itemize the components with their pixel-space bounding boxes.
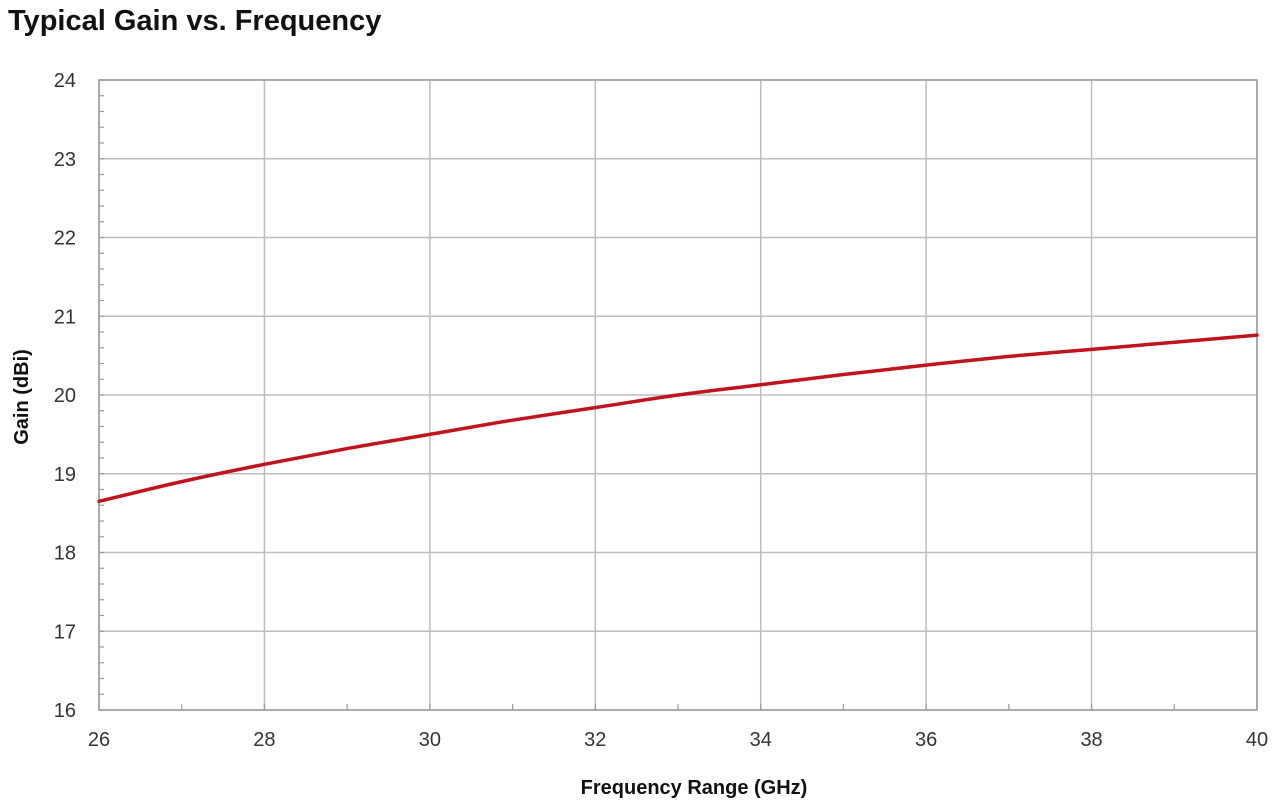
y-tick-label-18: 18 [54, 543, 76, 565]
tick-labels: 26 28 30 32 34 36 38 40 16 17 18 19 20 21 22 23 24 [54, 70, 1268, 751]
y-tick-label-16: 16 [54, 700, 76, 722]
x-tick-label-36: 36 [915, 729, 937, 751]
minor-ticks [98, 79, 1258, 711]
x-tick-label-38: 38 [1080, 729, 1102, 751]
y-tick-label-23: 23 [54, 149, 76, 171]
y-axis-label: Gain (dBi) [11, 349, 33, 445]
y-tick-label-19: 19 [54, 464, 76, 486]
y-tick-label-22: 22 [54, 228, 76, 250]
x-tick-label-26: 26 [88, 729, 110, 751]
gain-series-line [97, 333, 1259, 504]
y-tick-label-24: 24 [54, 70, 76, 92]
y-tick-label-20: 20 [54, 385, 76, 407]
plot-area-frame [98, 79, 1258, 711]
x-tick-label-32: 32 [584, 729, 606, 751]
x-tick-label-28: 28 [253, 729, 275, 751]
x-tick-label-30: 30 [419, 729, 441, 751]
series-layer [97, 333, 1259, 504]
chart-title: Typical Gain vs. Frequency [8, 5, 381, 37]
x-tick-label-40: 40 [1246, 729, 1268, 751]
y-tick-label-21: 21 [54, 306, 76, 328]
x-axis-label: Frequency Range (GHz) [581, 777, 808, 799]
y-tick-label-17: 17 [54, 621, 76, 643]
x-tick-label-34: 34 [750, 729, 772, 751]
